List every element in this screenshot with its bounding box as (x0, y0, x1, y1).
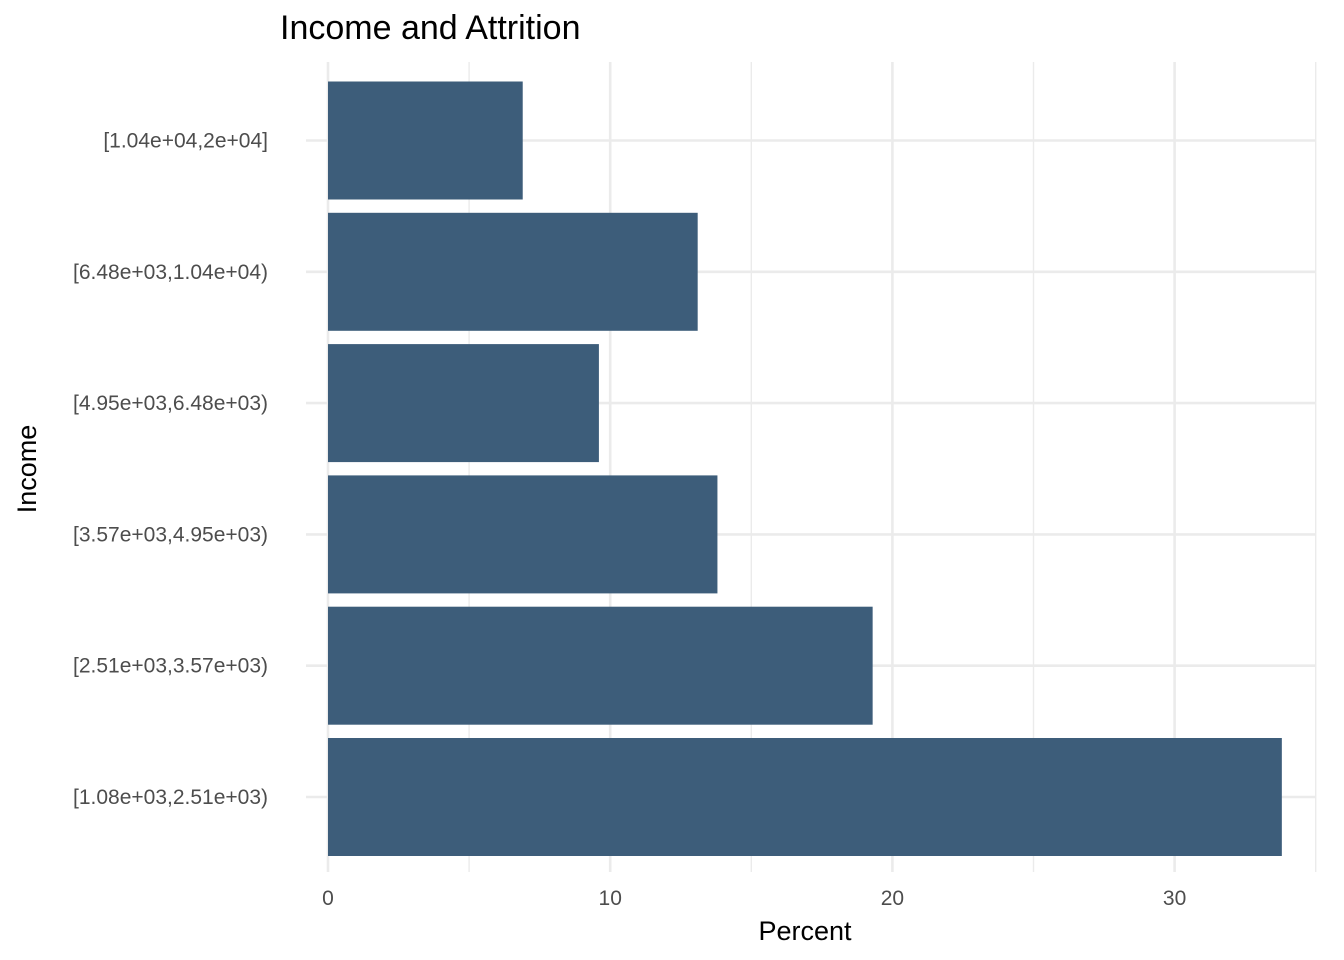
bar (328, 475, 718, 594)
bar (328, 344, 599, 463)
y-tick-label: [1.08e+03,2.51e+03) (73, 786, 268, 809)
bars (328, 81, 1282, 856)
y-axis-title: Income (12, 425, 42, 514)
bar (328, 81, 523, 200)
y-tick-label: [6.48e+03,1.04e+04) (73, 261, 268, 284)
x-tick-labels: 0 10 20 30 (322, 887, 1186, 910)
y-tick-label: [1.04e+04,2e+04] (103, 130, 268, 153)
x-tick-label: 0 (322, 887, 334, 910)
bar (328, 606, 873, 725)
y-tick-label: [2.51e+03,3.57e+03) (73, 655, 268, 678)
x-tick-label: 10 (599, 887, 622, 910)
x-tick-label: 20 (881, 887, 904, 910)
x-axis-title: Percent (758, 916, 852, 946)
y-tick-labels: [1.08e+03,2.51e+03) [2.51e+03,3.57e+03) [3… (73, 130, 268, 810)
chart-title: Income and Attrition (280, 9, 581, 47)
y-tick-label: [3.57e+03,4.95e+03) (73, 523, 268, 546)
bar (328, 738, 1282, 856)
y-tick-label: [4.95e+03,6.48e+03) (73, 392, 268, 415)
x-tick-label: 30 (1163, 887, 1186, 910)
bar (328, 212, 698, 331)
